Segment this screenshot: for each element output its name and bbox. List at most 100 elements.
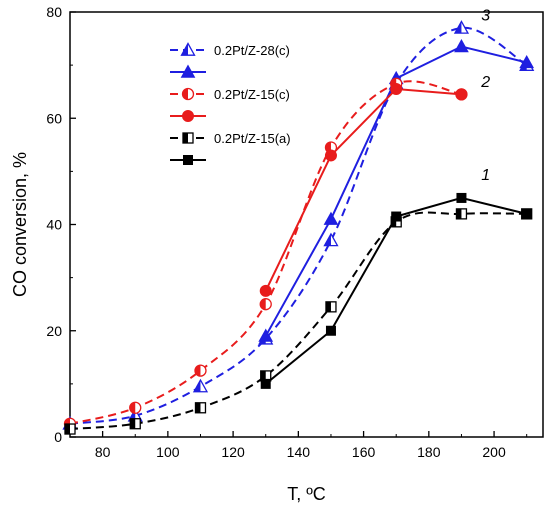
curve-number-1: 1 xyxy=(481,167,490,184)
y-axis-label: CO conversion, % xyxy=(10,152,30,297)
marker-fill xyxy=(521,208,532,219)
series-3-point xyxy=(194,364,207,377)
series-5 xyxy=(64,208,533,435)
legend-item-3: 0.2Pt/Z-15(c) xyxy=(170,87,290,102)
legend-item-1: 0.2Pt/Z-28(c) xyxy=(170,42,290,58)
marker-fill xyxy=(194,365,201,377)
marker-fill xyxy=(324,233,331,246)
series-4-line xyxy=(264,87,462,292)
x-tick-label: 200 xyxy=(482,444,506,460)
marker-fill xyxy=(260,378,271,389)
marker-fill xyxy=(323,211,339,225)
series-6-point xyxy=(260,378,271,389)
series-4-point xyxy=(455,88,468,101)
legend-swatch-marker xyxy=(182,132,194,144)
legend-label: 0.2Pt/Z-15(a) xyxy=(214,131,291,146)
legend-swatch-marker xyxy=(183,155,193,165)
legend: 0.2Pt/Z-28(c) 0.2Pt/Z-15(c) 0.2Pt/Z-15(a) xyxy=(170,42,291,165)
marker-fill xyxy=(195,402,201,413)
series-1-line xyxy=(69,26,528,425)
series-4-point xyxy=(324,149,337,162)
series-6 xyxy=(260,192,532,389)
marker-fill xyxy=(181,43,188,56)
x-tick-label: 100 xyxy=(156,444,180,460)
marker-fill xyxy=(259,284,272,297)
series-2-point xyxy=(258,328,274,342)
marker-fill xyxy=(183,155,193,165)
marker-fill xyxy=(454,39,469,53)
series-6-point xyxy=(456,192,467,203)
plot-frame xyxy=(69,11,544,438)
marker-fill xyxy=(129,402,136,414)
series-5-point xyxy=(64,423,76,435)
x-tick-label: 180 xyxy=(417,444,441,460)
marker-fill xyxy=(128,409,136,421)
series-5-point xyxy=(325,301,337,313)
legend-swatch-marker xyxy=(181,87,195,101)
marker-fill xyxy=(180,64,196,78)
marker-fill xyxy=(260,370,266,381)
marker-fill xyxy=(193,380,201,392)
legend-item-6 xyxy=(170,155,206,165)
series-5-point xyxy=(129,418,141,430)
series-4-point xyxy=(390,83,403,96)
curve-number-3: 3 xyxy=(481,8,490,25)
marker-fill xyxy=(182,88,188,100)
marker-fill xyxy=(519,54,535,69)
annotations: 3 2 1 xyxy=(480,8,490,184)
legend-swatch-marker xyxy=(180,42,196,56)
x-tick-label: 140 xyxy=(287,444,311,460)
series-6-point xyxy=(325,325,336,336)
curve-number-2: 2 xyxy=(480,74,490,91)
y-tick-label: 20 xyxy=(46,323,62,339)
legend-item-2 xyxy=(170,64,206,78)
marker-fill xyxy=(130,418,136,429)
legend-swatch-marker xyxy=(180,64,196,78)
series-6-point xyxy=(521,208,532,219)
series-3-point xyxy=(259,298,272,311)
x-axis-label: T, ºC xyxy=(287,484,326,504)
legend-label: 0.2Pt/Z-15(c) xyxy=(214,87,290,102)
legend-label: 0.2Pt/Z-28(c) xyxy=(214,43,290,58)
legend-item-4 xyxy=(170,110,206,122)
series-3-point xyxy=(129,401,142,414)
series-1-point xyxy=(192,378,209,393)
marker-fill xyxy=(454,21,462,34)
marker-fill xyxy=(65,424,70,435)
marker-fill xyxy=(390,83,403,96)
marker-fill xyxy=(325,325,336,336)
legend-swatch-marker xyxy=(182,110,194,122)
series-2-point xyxy=(323,211,339,225)
series-5-point xyxy=(194,402,207,414)
series-6-point xyxy=(391,211,402,222)
axis-ticks: 80 100 120 140 160 180 200 0 20 40 60 80 xyxy=(46,4,528,460)
marker-fill xyxy=(258,328,274,342)
marker-fill xyxy=(260,298,266,310)
marker-fill xyxy=(324,149,337,162)
x-tick-label: 160 xyxy=(352,444,376,460)
y-tick-label: 80 xyxy=(46,4,62,20)
marker-fill xyxy=(325,301,331,312)
series-layer xyxy=(62,20,535,435)
series-4 xyxy=(259,83,468,297)
series-1-point xyxy=(323,232,339,247)
series-4-point xyxy=(259,284,272,297)
series-2-point xyxy=(454,39,469,53)
marker-fill xyxy=(182,110,194,122)
y-tick-label: 60 xyxy=(46,110,62,126)
y-tick-label: 0 xyxy=(54,429,62,445)
series-2-point xyxy=(519,54,535,69)
marker-fill xyxy=(183,133,188,143)
marker-fill xyxy=(456,208,462,219)
marker-fill xyxy=(391,211,402,222)
legend-item-5: 0.2Pt/Z-15(a) xyxy=(170,131,291,146)
y-tick-label: 40 xyxy=(46,217,62,233)
marker-fill xyxy=(455,88,468,101)
x-tick-label: 120 xyxy=(221,444,245,460)
plot-area-border xyxy=(69,11,544,438)
series-1-point xyxy=(453,20,470,34)
x-tick-label: 80 xyxy=(95,444,111,460)
series-5-point xyxy=(455,208,468,220)
marker-fill xyxy=(456,192,467,203)
